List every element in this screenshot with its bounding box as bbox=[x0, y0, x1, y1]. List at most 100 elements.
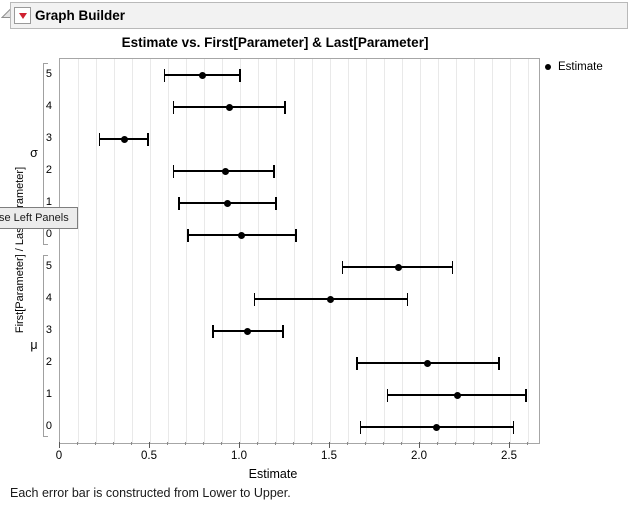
y-tick-label: 0 bbox=[45, 420, 52, 432]
error-bar-cap bbox=[212, 324, 214, 338]
y-axis-group-label: μ bbox=[30, 338, 38, 352]
x-minor-tick bbox=[311, 442, 312, 445]
x-minor-tick bbox=[383, 442, 384, 445]
x-minor-tick bbox=[113, 442, 114, 445]
gridline bbox=[438, 59, 439, 443]
y-tick-label: 3 bbox=[45, 132, 52, 144]
error-bar-cap bbox=[98, 132, 101, 146]
error-bar-cap bbox=[147, 132, 149, 146]
gridline bbox=[114, 59, 115, 443]
tooltip-close-left-panels: se Left Panels bbox=[0, 207, 78, 229]
y-axis-group-bracket bbox=[43, 63, 48, 245]
y-axis-title: First[Parameter] / Last[Parameter] bbox=[14, 166, 26, 334]
error-bar-cap bbox=[498, 356, 500, 370]
legend-marker-dot-icon bbox=[545, 64, 551, 70]
x-minor-tick bbox=[185, 442, 186, 445]
y-tick-label: 5 bbox=[45, 68, 52, 80]
red-triangle-menu-button[interactable] bbox=[14, 7, 31, 24]
x-minor-tick bbox=[77, 442, 78, 445]
gridline bbox=[366, 59, 367, 443]
error-bar-cap bbox=[525, 388, 527, 402]
outline-header[interactable]: Graph Builder bbox=[10, 2, 628, 29]
plot-area[interactable] bbox=[59, 58, 540, 444]
y-tick-label: 2 bbox=[45, 356, 52, 368]
legend-label: Estimate bbox=[558, 61, 603, 73]
x-major-tick bbox=[239, 442, 240, 448]
error-bar-cap bbox=[284, 100, 286, 114]
estimate-marker-dot[interactable] bbox=[121, 135, 129, 143]
x-minor-tick bbox=[131, 442, 132, 445]
error-bar-cap bbox=[273, 164, 275, 178]
error-bar-cap bbox=[253, 292, 256, 306]
x-tick-label: 2.0 bbox=[411, 450, 427, 462]
gridline bbox=[132, 59, 133, 443]
gridline bbox=[150, 59, 151, 443]
x-tick-label: 1.5 bbox=[321, 450, 337, 462]
error-bar-cap bbox=[512, 420, 515, 434]
x-tick-label: 0.5 bbox=[141, 450, 157, 462]
x-minor-tick bbox=[347, 442, 348, 445]
estimate-marker-dot[interactable] bbox=[454, 391, 462, 399]
estimate-marker-dot[interactable] bbox=[423, 359, 431, 367]
gridline bbox=[420, 59, 421, 443]
gridline bbox=[384, 59, 385, 443]
error-bar-cap bbox=[163, 68, 166, 82]
x-major-tick bbox=[149, 442, 150, 448]
gridline bbox=[312, 59, 313, 443]
x-minor-tick bbox=[167, 442, 168, 445]
error-bar-cap bbox=[282, 324, 284, 338]
x-tick-label: 2.5 bbox=[501, 450, 517, 462]
estimate-marker-dot[interactable] bbox=[198, 71, 206, 79]
error-bar-cap bbox=[341, 260, 344, 274]
gridline bbox=[474, 59, 475, 443]
estimate-marker-dot[interactable] bbox=[432, 423, 440, 431]
x-tick-label: 1.0 bbox=[231, 450, 247, 462]
x-axis-title: Estimate bbox=[248, 467, 298, 481]
gridline bbox=[276, 59, 277, 443]
x-minor-tick bbox=[365, 442, 366, 445]
estimate-marker-dot[interactable] bbox=[225, 103, 233, 111]
error-bar-cap bbox=[451, 260, 454, 274]
error-bar-cap bbox=[406, 292, 409, 306]
error-bar-cap bbox=[178, 196, 180, 210]
legend-item-estimate[interactable]: Estimate bbox=[545, 61, 603, 73]
estimate-marker-dot[interactable] bbox=[222, 167, 230, 175]
y-tick-label: 1 bbox=[45, 196, 52, 208]
x-minor-tick bbox=[275, 442, 276, 445]
gridline bbox=[456, 59, 457, 443]
y-tick-label: 0 bbox=[45, 228, 52, 240]
x-minor-tick bbox=[257, 442, 258, 445]
y-tick-label: 3 bbox=[45, 324, 52, 336]
gridline bbox=[168, 59, 169, 443]
x-minor-tick bbox=[473, 442, 474, 445]
x-minor-tick bbox=[293, 442, 294, 445]
x-minor-tick bbox=[527, 442, 528, 445]
gridline bbox=[294, 59, 295, 443]
x-minor-tick bbox=[203, 442, 204, 445]
estimate-marker-dot[interactable] bbox=[238, 231, 246, 239]
gridline bbox=[528, 59, 529, 443]
estimate-marker-dot[interactable] bbox=[243, 327, 251, 335]
gridline bbox=[204, 59, 205, 443]
gridline bbox=[510, 59, 511, 443]
error-bar-cap bbox=[187, 228, 189, 242]
gridline bbox=[348, 59, 349, 443]
estimate-marker-dot[interactable] bbox=[394, 263, 402, 271]
error-bar-cap bbox=[239, 68, 241, 82]
error-bar-cap bbox=[295, 228, 297, 242]
gridline bbox=[258, 59, 259, 443]
estimate-marker-dot[interactable] bbox=[326, 295, 334, 303]
x-major-tick bbox=[509, 442, 510, 448]
chart-title: Estimate vs. First[Parameter] & Last[Par… bbox=[121, 35, 429, 50]
x-minor-tick bbox=[455, 442, 456, 445]
estimate-marker-dot[interactable] bbox=[223, 199, 231, 207]
gridline bbox=[78, 59, 79, 443]
y-tick-label: 4 bbox=[45, 292, 52, 304]
error-bar-cap bbox=[386, 388, 389, 402]
y-tick-label: 2 bbox=[45, 164, 52, 176]
error-bar-cap bbox=[172, 100, 175, 114]
x-minor-tick bbox=[437, 442, 438, 445]
gridline bbox=[222, 59, 223, 443]
y-axis-group-bracket bbox=[43, 255, 48, 437]
